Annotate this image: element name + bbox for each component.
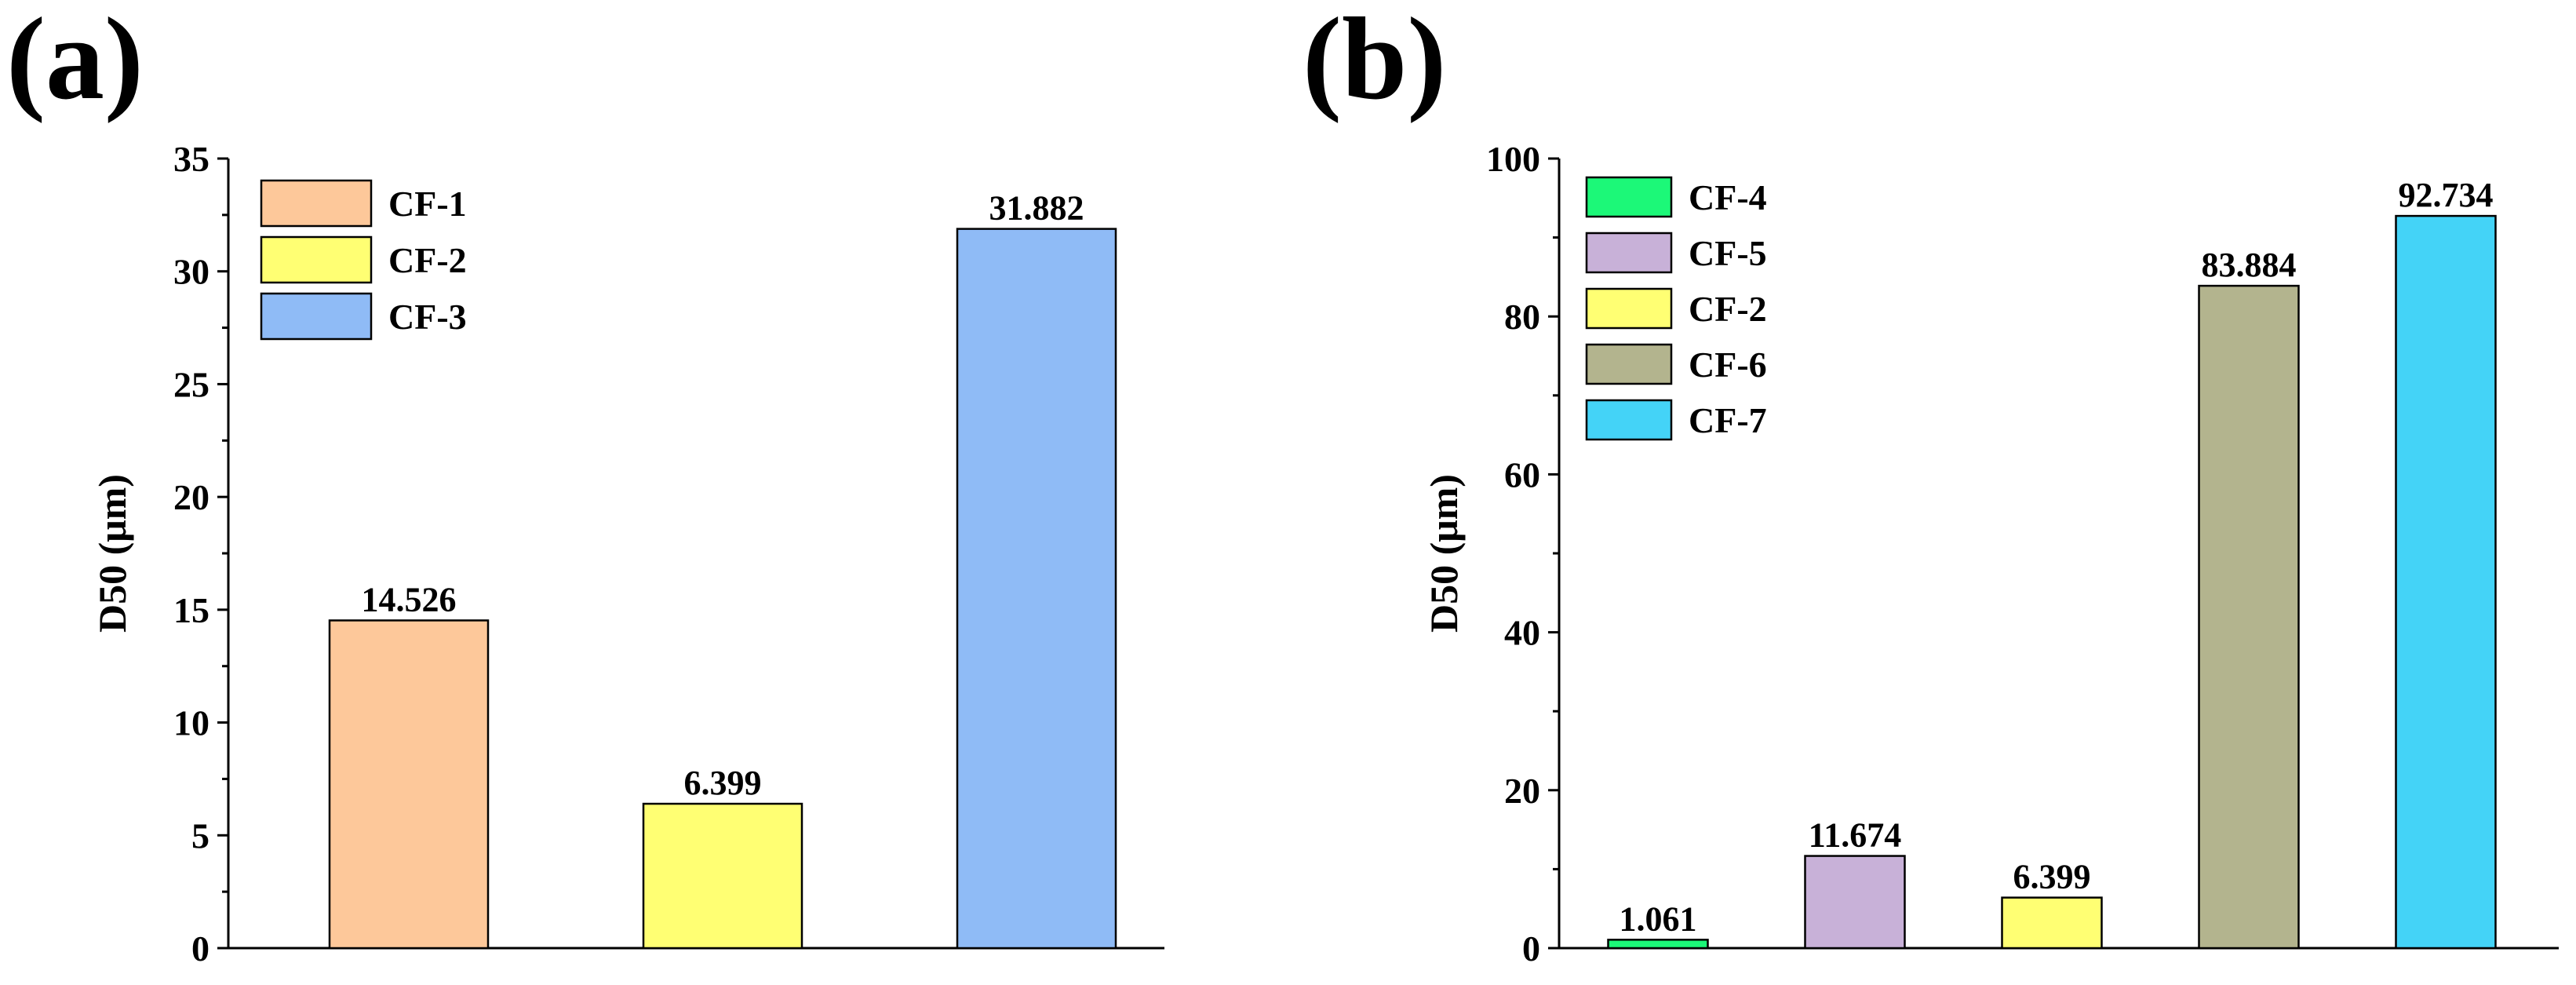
y-tick-label: 0 [191,928,210,969]
y-tick-label: 5 [191,815,210,855]
bar-cf-5 [1804,855,1906,950]
panel-label: (a) [6,0,144,124]
legend-label: CF-2 [1689,289,1767,329]
legend-swatch [1585,176,1673,218]
legend-swatch [1585,343,1673,385]
y-tick-label: 40 [1504,613,1540,653]
legend-label: CF-2 [388,240,467,280]
bar-value-label: 6.399 [2013,858,2091,896]
legend-label: CF-6 [1689,345,1767,385]
chart-panel-b: (b) 0 20 40 60 80 100 D50 (μm) 1.061 11.674 6.399 8… [1303,0,2559,969]
y-axis-label: D50 (μm) [1422,474,1466,633]
y-tick-label: 10 [173,703,210,743]
bar-cf-1 [328,619,490,950]
bar-value-label: 31.882 [989,189,1084,228]
legend-label: CF-3 [388,297,467,337]
y-tick-label: 60 [1504,454,1540,494]
bar-value-label: 83.884 [2202,246,2297,284]
legend-label: CF-5 [1689,233,1767,273]
legend-swatch [260,179,373,228]
legend-swatch [1585,287,1673,330]
bar-value-label: 14.526 [362,580,457,618]
bar-value-label: 1.061 [1620,899,1697,938]
legend-label: CF-4 [1689,177,1767,217]
bar-value-label: 11.674 [1809,816,1902,855]
y-axis-label: D50 (μm) [90,474,134,633]
y-tick-label: 20 [173,477,210,517]
y-tick-label: 0 [1522,928,1540,969]
y-tick-label: 20 [1504,771,1540,811]
bar-cf-4 [1607,939,1709,950]
y-tick-label: 100 [1486,139,1540,179]
y-tick-label: 25 [173,364,210,404]
bar-cf-2 [2001,896,2103,950]
legend-swatch [260,292,373,341]
legend-label: CF-7 [1689,400,1767,440]
legend-swatch [1585,399,1673,441]
panel-label: (b) [1303,0,1446,124]
bar-cf-6 [2198,284,2300,950]
bar-cf-3 [956,228,1117,950]
bar-value-label: 6.399 [684,764,762,802]
y-tick-label: 15 [173,590,210,630]
legend: CF-1 CF-2 CF-3 [260,179,467,341]
legend-swatch [1585,232,1673,274]
legend-swatch [260,235,373,284]
y-tick-label: 35 [173,139,210,179]
y-tick-label: 30 [173,252,210,292]
bar-cf-2 [642,802,803,950]
legend: CF-4 CF-5 CF-2 CF-6 CF-7 [1585,176,1767,441]
y-tick-label: 80 [1504,297,1540,337]
bar-value-label: 92.734 [2399,176,2494,214]
chart-panel-a: (a) 0 5 10 15 20 25 30 35 D50 (μm) 14.526 6.399 31.8… [6,0,1164,969]
bar-cf-7 [2395,214,2497,950]
legend-label: CF-1 [388,184,467,224]
